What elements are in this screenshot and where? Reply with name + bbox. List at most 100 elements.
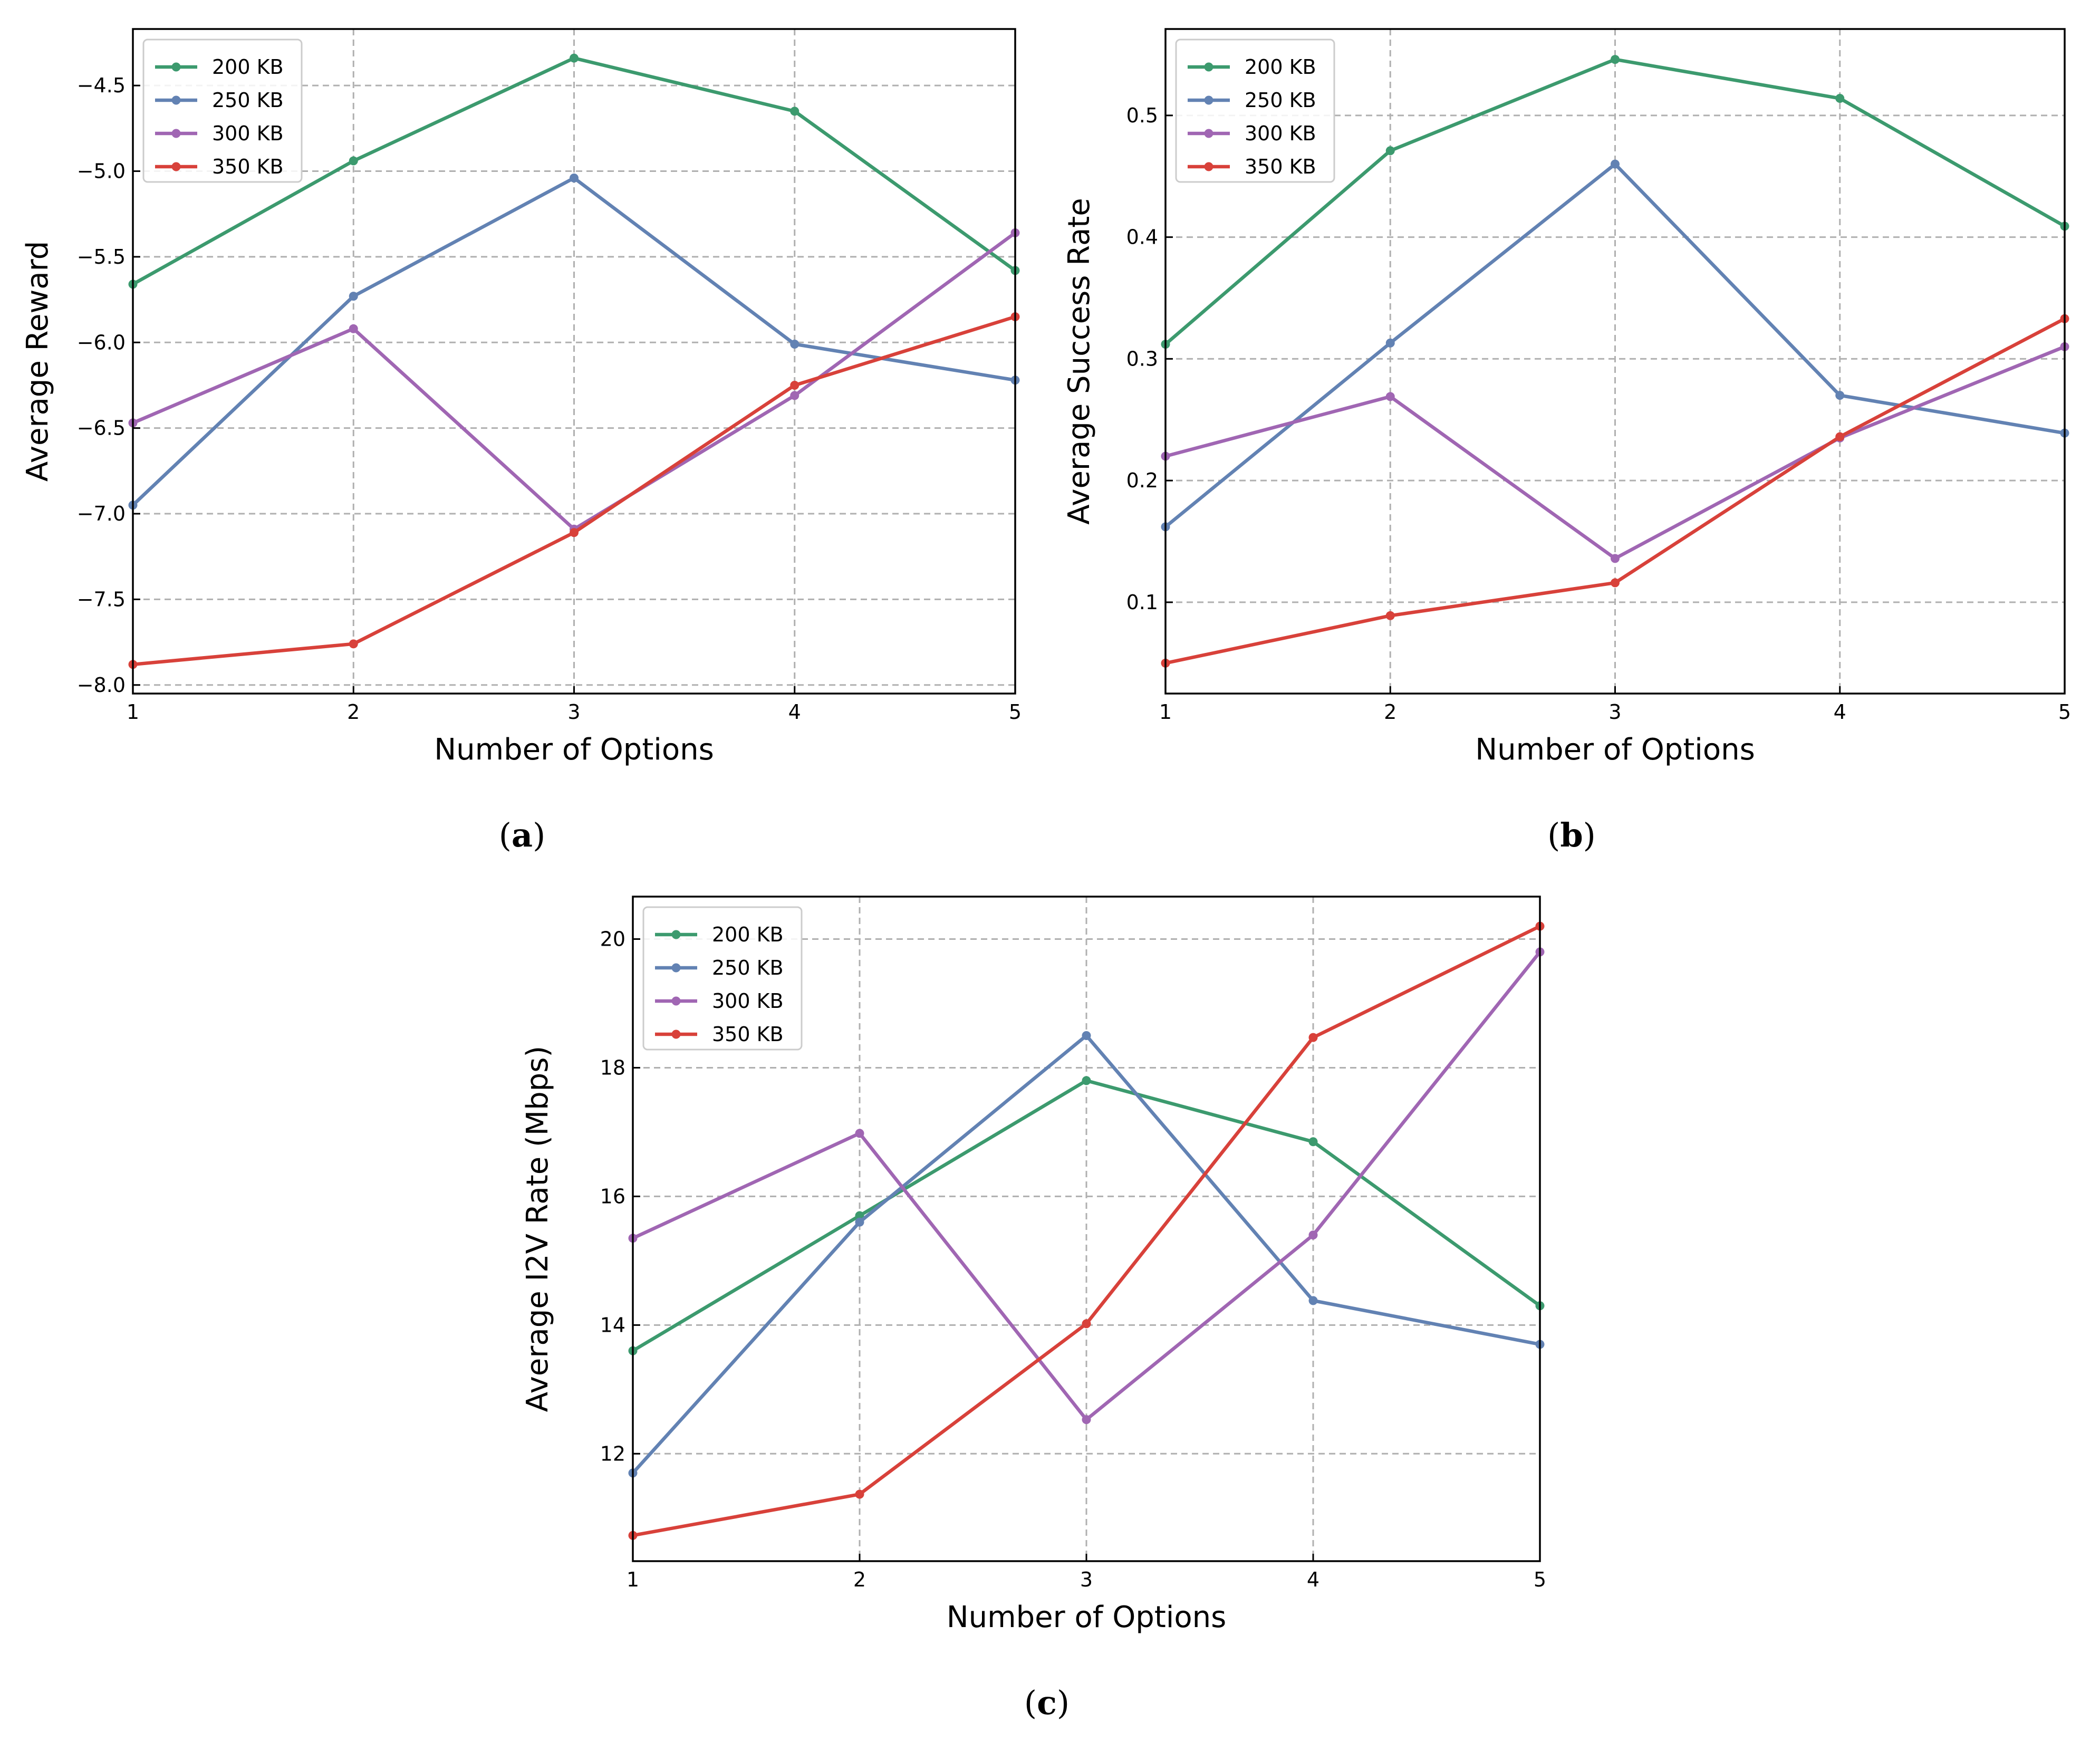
legend-label: 200 KB: [212, 55, 284, 79]
data-point: [790, 340, 799, 349]
x-tick-label: 4: [1834, 700, 1846, 724]
x-tick-label: 2: [347, 700, 360, 724]
x-tick-label: 1: [1159, 700, 1172, 724]
legend-swatch-marker: [671, 1030, 681, 1039]
y-tick-label: −8.0: [77, 674, 126, 697]
legend-swatch-marker: [671, 996, 681, 1006]
y-tick-label: −7.0: [77, 502, 126, 525]
data-point: [1611, 578, 1620, 588]
x-tick-label: 5: [1534, 1568, 1546, 1591]
legend-label: 350 KB: [1245, 155, 1316, 178]
x-tick-label: 1: [127, 700, 139, 724]
y-tick-label: 18: [600, 1056, 625, 1079]
x-axis-title: Number of Options: [434, 733, 714, 767]
data-point: [1308, 1230, 1318, 1240]
x-tick-label: 3: [1080, 1568, 1093, 1591]
panel-label: (b): [1547, 816, 1596, 854]
data-point: [1308, 1296, 1318, 1305]
x-tick-label: 5: [2058, 700, 2071, 724]
y-tick-label: 0.3: [1126, 347, 1158, 370]
data-point: [1611, 554, 1620, 563]
legend-swatch-marker: [671, 963, 681, 973]
legend-label: 300 KB: [212, 122, 284, 145]
y-tick-label: −4.5: [77, 74, 126, 97]
legend-label: 350 KB: [712, 1023, 784, 1046]
legend-swatch-marker: [1204, 162, 1213, 171]
legend-swatch-marker: [1204, 129, 1213, 138]
data-point: [570, 528, 579, 537]
data-point: [1082, 1076, 1091, 1085]
data-point: [1082, 1415, 1091, 1425]
data-point: [855, 1217, 864, 1227]
y-tick-label: 0.4: [1126, 226, 1158, 249]
data-point: [790, 391, 799, 400]
panel-label-letter: a: [512, 816, 533, 854]
legend-label: 300 KB: [1245, 122, 1316, 145]
x-tick-label: 4: [788, 700, 801, 724]
data-point: [1385, 392, 1395, 401]
data-point: [855, 1211, 864, 1220]
x-tick-label: 5: [1009, 700, 1022, 724]
data-point: [1835, 432, 1845, 441]
panel-label: (a): [499, 816, 546, 854]
legend-label: 200 KB: [1245, 55, 1316, 79]
data-point: [570, 174, 579, 183]
y-tick-label: −5.0: [77, 160, 126, 183]
data-point: [349, 324, 358, 333]
legend-swatch-marker: [171, 129, 181, 138]
panel-label-close: ): [1583, 816, 1596, 854]
y-tick-label: −6.5: [77, 417, 126, 440]
data-point: [349, 292, 358, 301]
x-tick-label: 1: [627, 1568, 639, 1591]
data-point: [1611, 159, 1620, 169]
x-axis-title: Number of Options: [947, 1600, 1227, 1634]
data-point: [855, 1129, 864, 1138]
legend-label: 250 KB: [712, 956, 784, 979]
legend-swatch-marker: [171, 62, 181, 72]
panel-label-close: ): [1057, 1684, 1070, 1722]
legend-box: [1175, 39, 1335, 183]
y-tick-label: 0.5: [1126, 104, 1158, 127]
data-point: [1835, 94, 1845, 103]
panel-label-close: ): [533, 816, 545, 854]
y-axis-title: Average I2V Rate (Mbps): [521, 1046, 555, 1412]
legend-label: 250 KB: [1245, 89, 1316, 112]
data-point: [1835, 391, 1845, 400]
legend-swatch-marker: [171, 95, 181, 105]
legend-box: [142, 39, 303, 183]
y-tick-label: 14: [600, 1313, 625, 1336]
x-axis-title: Number of Options: [1475, 733, 1755, 767]
data-point: [1611, 55, 1620, 64]
data-point: [570, 53, 579, 63]
panel-label-letter: c: [1037, 1684, 1057, 1722]
chart-panel-b: 1 2 3 4 5 0.1 0.2 0.3 0.4 0.5 Number of Options Ave…: [1062, 28, 2071, 854]
legend-box: [642, 906, 803, 1051]
data-point: [790, 380, 799, 390]
legend-label: 200 KB: [712, 923, 784, 946]
x-tick-label: 4: [1307, 1568, 1319, 1591]
panel-label-open: (: [499, 816, 512, 854]
y-tick-label: 20: [600, 928, 625, 951]
chart-panel-a: 1 2 3 4 5 −8.0 −7.5 −7.0 −6.5 −6.0 −5.5 −5.0 −4.5 Num…: [21, 28, 1022, 854]
legend-label: 350 KB: [212, 155, 284, 178]
data-point: [349, 639, 358, 649]
legend-label: 300 KB: [712, 989, 784, 1013]
data-point: [790, 107, 799, 116]
y-axis-title: Average Reward: [21, 241, 55, 482]
legend-label: 250 KB: [212, 89, 284, 112]
y-tick-label: 0.2: [1126, 469, 1158, 492]
x-tick-label: 3: [1608, 700, 1621, 724]
x-tick-label: 2: [1384, 700, 1396, 724]
y-tick-label: −7.5: [77, 588, 126, 611]
y-tick-label: −6.0: [77, 331, 126, 354]
y-tick-label: 0.1: [1126, 591, 1158, 614]
legend-swatch-marker: [671, 930, 681, 939]
data-point: [1308, 1137, 1318, 1147]
panel-label-letter: b: [1560, 816, 1583, 854]
data-point: [1385, 338, 1395, 348]
x-tick-label: 2: [853, 1568, 866, 1591]
data-point: [1308, 1033, 1318, 1042]
x-tick-label: 3: [567, 700, 580, 724]
